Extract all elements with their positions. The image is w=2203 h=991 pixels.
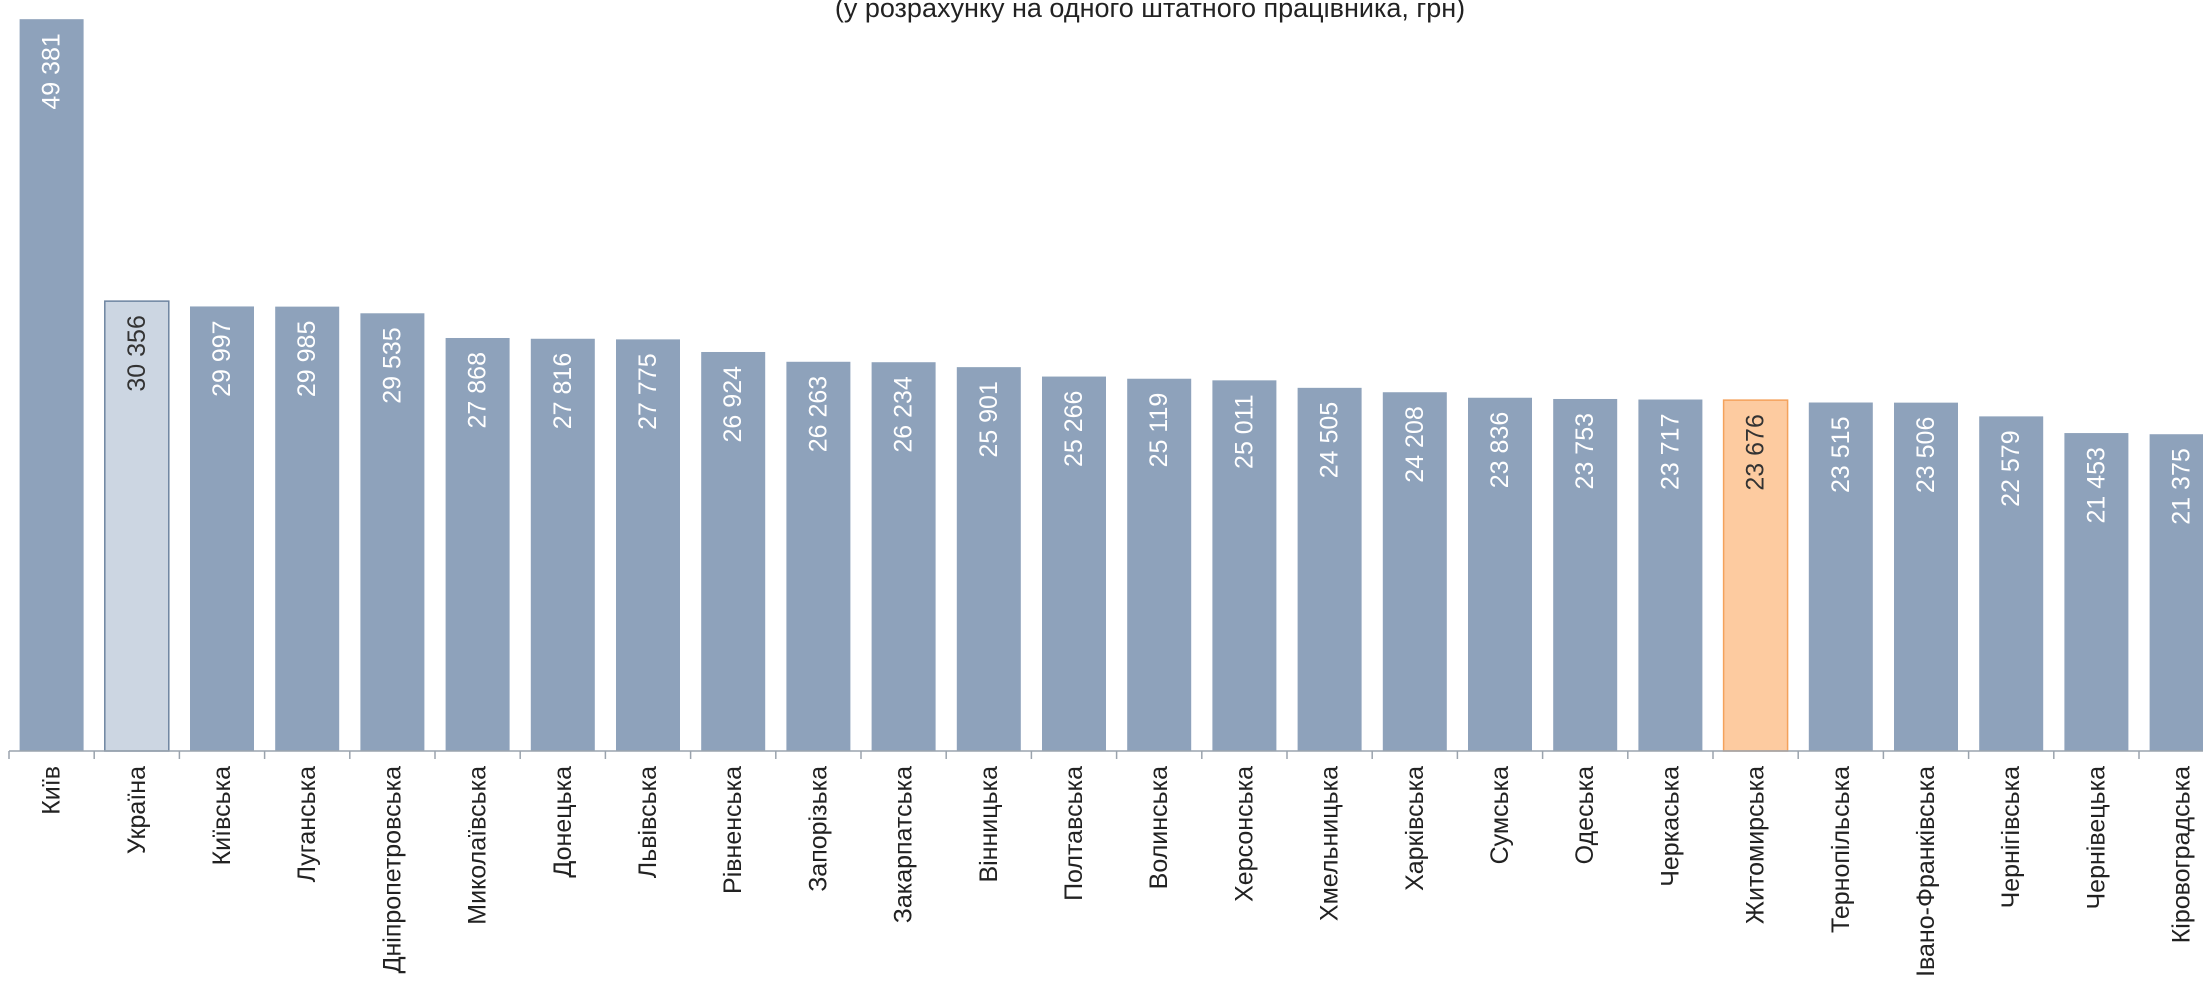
category-label-миколаївська: Миколаївська: [464, 766, 492, 925]
category-label-чернігівська: Чернігівська: [1997, 766, 2025, 909]
category-label-сумська: Сумська: [1486, 766, 1514, 864]
category-label-чернівецька: Чернівецька: [2082, 766, 2110, 910]
bar-житомирська: [1722, 399, 1789, 752]
bar-україна: [104, 300, 170, 752]
bar-черкаська: [1638, 399, 1703, 751]
bar-луганська: [275, 306, 340, 751]
category-label-дніпропетровська: Дніпропетровська: [378, 766, 406, 974]
value-label-волинська: 25 119: [1145, 393, 1173, 468]
bar-львівська: [616, 339, 680, 751]
bar-київська: [190, 306, 254, 751]
bar-волинська: [1127, 378, 1192, 751]
category-label-івано-франківська: Івано-Франківська: [1912, 766, 1940, 977]
x-axis: Київ Україна Київська Луганська Дніпропетров…: [8, 750, 2203, 977]
category-label-черкаська: Черкаська: [1656, 766, 1684, 887]
category-label-житомирська: Житомирська: [1742, 766, 1770, 924]
value-label-донецька: 27 816: [549, 353, 577, 429]
category-label-луганська: Луганська: [293, 766, 321, 882]
value-label-дніпропетровська: 29 535: [378, 327, 406, 403]
bar-тернопільська: [1808, 402, 1873, 751]
category-label-харківська: Харківська: [1401, 766, 1429, 891]
value-label-закарпатська: 26 234: [890, 376, 918, 453]
bar-закарпатська: [871, 362, 936, 751]
category-label-тернопільська: Тернопільська: [1827, 766, 1855, 933]
value-label-харківська: 24 208: [1401, 406, 1429, 482]
value-label-миколаївська: 27 868: [464, 352, 492, 428]
value-label-запорізька: 26 263: [804, 376, 832, 452]
bar-івано-франківська: [1894, 402, 1958, 751]
value-label-тернопільська: 23 515: [1827, 417, 1855, 493]
value-label-кіровоградська: 21 375: [2168, 448, 2196, 524]
bar-одеська: [1553, 398, 1618, 751]
bar-запорізька: [786, 361, 851, 751]
bar-чернігівська: [1979, 416, 2044, 751]
value-label-львівська: 27 775: [634, 353, 662, 429]
chart-subtitle: (у розрахунку на одного штатного працівн…: [835, 0, 1465, 23]
value-label-луганська: 29 985: [293, 321, 321, 397]
category-label-львівська: Львівська: [634, 766, 662, 878]
bar-полтавська: [1042, 376, 1106, 751]
value-label-київська: 29 997: [208, 320, 236, 396]
value-label-черкаська: 23 717: [1656, 414, 1684, 490]
category-label-вінницька: Вінницька: [975, 766, 1003, 883]
value-label-чернівецька: 21 453: [2082, 447, 2110, 523]
bar-вінницька: [956, 367, 1021, 751]
category-label-херсонська: Херсонська: [1230, 766, 1258, 902]
bar-рівненська: [701, 351, 766, 751]
bar-дніпропетровська: [360, 313, 425, 751]
bars-group: 49 381 30 356 29 997 29 985 29 535 27 868 27 8…: [19, 19, 2203, 752]
value-label-житомирська: 23 676: [1742, 414, 1770, 490]
category-label-одеська: Одеська: [1571, 766, 1599, 864]
category-label-україна: Україна: [123, 766, 151, 854]
bar-донецька: [530, 338, 595, 751]
value-label-київ: 49 381: [38, 33, 66, 109]
category-label-запорізька: Запорізька: [804, 766, 832, 892]
value-label-сумська: 23 836: [1486, 412, 1514, 488]
category-label-волинська: Волинська: [1145, 766, 1173, 889]
bar-київ: [19, 19, 84, 751]
value-label-одеська: 23 753: [1571, 413, 1599, 489]
category-label-рівненська: Рівненська: [719, 766, 747, 894]
bar-харківська: [1382, 392, 1447, 751]
category-label-кіровоградська: Кіровоградська: [2168, 766, 2196, 943]
category-label-київська: Київська: [208, 766, 236, 865]
bar-миколаївська: [445, 337, 510, 751]
bar-сумська: [1468, 397, 1532, 751]
bar-херсонська: [1212, 380, 1277, 751]
bar-чернівецька: [2064, 433, 2129, 751]
value-label-вінницька: 25 901: [975, 381, 1003, 457]
value-label-полтавська: 25 266: [1060, 391, 1088, 467]
category-label-хмельницька: Хмельницька: [1316, 766, 1344, 921]
category-label-київ: Київ: [38, 766, 66, 815]
bar-кіровоградська: [2149, 434, 2203, 751]
bar-хмельницька: [1297, 387, 1362, 751]
value-label-івано-франківська: 23 506: [1912, 417, 1940, 493]
category-label-донецька: Донецька: [549, 766, 577, 878]
category-label-полтавська: Полтавська: [1060, 766, 1088, 901]
value-label-херсонська: 25 011: [1230, 394, 1258, 469]
category-label-закарпатська: Закарпатська: [890, 766, 918, 923]
value-label-хмельницька: 24 505: [1316, 402, 1344, 478]
value-label-чернігівська: 22 579: [1997, 430, 2025, 506]
value-label-рівненська: 26 924: [719, 366, 747, 443]
value-label-україна: 30 356: [123, 315, 151, 391]
